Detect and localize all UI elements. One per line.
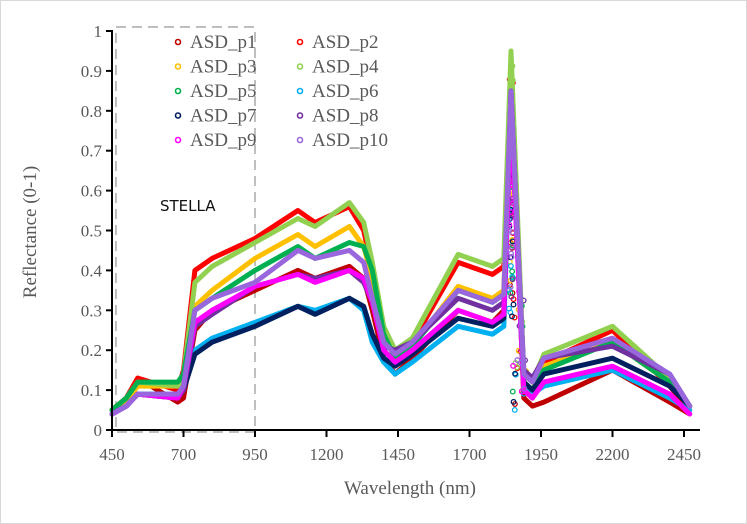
legend-label: ASD_p8 (312, 106, 379, 127)
data-point (511, 406, 518, 413)
y-tick-label: 0.8 (81, 102, 102, 121)
legend-item-ASD_p5: ASD_p5 (174, 81, 257, 102)
data-point (509, 276, 516, 283)
y-tick-label: 0.3 (81, 301, 102, 320)
legend-marker-icon (296, 63, 304, 70)
legend-label: ASD_p5 (190, 81, 257, 102)
x-tick-label: 2200 (596, 445, 630, 464)
data-point (508, 253, 515, 260)
legend-marker-icon (174, 112, 182, 119)
legend-marker-icon (296, 112, 304, 119)
data-point (508, 293, 515, 300)
data-point (509, 63, 516, 70)
data-point (510, 362, 517, 369)
legend-marker-icon (174, 87, 182, 95)
legend: ASD_p1 ASD_p2 ASD_p3 ASD_p4 ASD_p5 ASD_p6 ASD_… (174, 32, 388, 151)
legend-label: ASD_p6 (312, 81, 379, 102)
legend-marker-icon (296, 87, 304, 95)
legend-item-ASD_p10: ASD_p10 (296, 130, 388, 151)
y-tick-label: 0.9 (81, 62, 102, 81)
data-point (507, 290, 514, 297)
x-tick-label: 1700 (453, 445, 487, 464)
series-ASD_p10 (109, 88, 693, 417)
legend-marker-icon (174, 63, 182, 70)
data-point (514, 357, 521, 364)
data-point (510, 301, 517, 308)
x-tick-label: 450 (99, 445, 125, 464)
x-tick-label: 700 (171, 445, 197, 464)
legend-label: ASD_p1 (190, 32, 257, 53)
data-point (508, 244, 515, 250)
stella-range-box (115, 26, 256, 433)
legend-label: ASD_p9 (190, 130, 257, 151)
y-axis-label: Reflectance (0-1) (20, 166, 41, 298)
y-tick-label: 1 (94, 22, 103, 41)
legend-item-ASD_p1: ASD_p1 (174, 32, 257, 53)
legend-label: ASD_p3 (190, 57, 257, 78)
data-point (509, 77, 516, 84)
data-point (509, 268, 516, 275)
stella-annotation: STELLA (160, 197, 216, 215)
data-point (509, 388, 516, 395)
ticks: 450 700 950 1200 1450 1700 1950 2200 2450 0 0.1 0.2… (81, 22, 701, 464)
series-line (109, 88, 693, 417)
y-tick-label: 0.1 (81, 381, 102, 400)
series-layer (109, 48, 693, 417)
x-tick-label: 1200 (310, 445, 344, 464)
data-point (507, 263, 514, 269)
legend-label: ASD_p2 (312, 32, 379, 53)
data-point (509, 313, 515, 320)
data-point (508, 96, 514, 103)
data-point (512, 370, 519, 377)
data-point (521, 385, 528, 392)
y-tick-label: 0.2 (81, 341, 102, 360)
y-tick-label: 0 (94, 421, 103, 440)
legend-item-ASD_p2: ASD_p2 (296, 32, 379, 53)
x-tick-label: 950 (242, 445, 268, 464)
data-point (506, 153, 513, 160)
legend-item-ASD_p7: ASD_p7 (174, 106, 257, 127)
y-tick-label: 0.6 (81, 182, 102, 201)
legend-label: ASD_p4 (312, 57, 379, 78)
x-tick-label: 1950 (524, 445, 558, 464)
legend-item-ASD_p9: ASD_p9 (174, 130, 257, 151)
legend-marker-icon (174, 136, 182, 144)
legend-marker-icon (296, 38, 304, 46)
legend-item-ASD_p4: ASD_p4 (296, 57, 379, 78)
y-tick-label: 0.4 (81, 261, 103, 280)
legend-marker-icon (296, 136, 304, 144)
x-axis-label: Wavelength (nm) (344, 478, 476, 499)
data-point (508, 250, 515, 257)
data-point (510, 398, 517, 405)
legend-item-ASD_p6: ASD_p6 (296, 81, 379, 102)
x-tick-label: 2450 (667, 445, 701, 464)
y-tick-label: 0.7 (81, 142, 103, 161)
legend-label: ASD_p10 (312, 130, 388, 151)
data-point (509, 273, 516, 280)
legend-item-ASD_p3: ASD_p3 (174, 57, 257, 78)
legend-item-ASD_p8: ASD_p8 (296, 106, 379, 127)
data-point (507, 284, 514, 291)
data-point (509, 290, 516, 297)
data-point (509, 229, 516, 236)
legend-label: ASD_p7 (190, 106, 257, 127)
y-tick-label: 0.5 (81, 222, 102, 241)
legend-marker-icon (174, 38, 182, 46)
x-tick-label: 1450 (381, 445, 415, 464)
